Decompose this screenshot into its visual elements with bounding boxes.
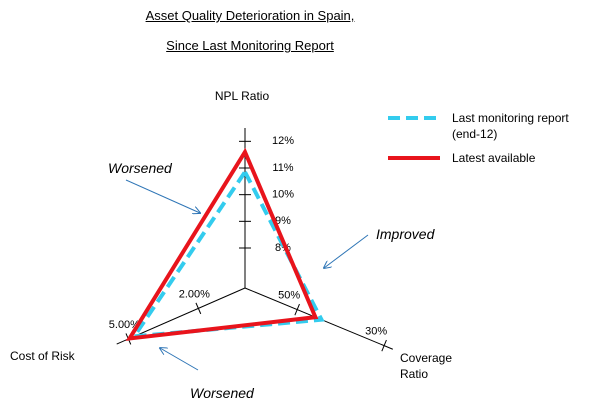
axis-label: Cost of Risk	[10, 349, 75, 363]
axis-label: NPL Ratio	[214, 89, 270, 103]
arrow	[324, 234, 369, 268]
tick-label: 2.00%	[179, 288, 210, 300]
tick-label: 12%	[272, 135, 294, 147]
tick-label: 11%	[272, 162, 293, 174]
arrow	[125, 179, 200, 213]
annotation: Worsened	[108, 160, 172, 176]
tick-label: 5.00%	[109, 319, 140, 331]
chart-title: Since Last Monitoring Report	[166, 38, 334, 53]
tick-mark	[195, 302, 202, 315]
chart-title: Asset Quality Deterioration in Spain,	[145, 8, 355, 23]
annotation: Improved	[376, 226, 435, 242]
legend-label: Latest available	[452, 151, 536, 165]
tick-label: 50%	[278, 290, 300, 302]
tick-mark	[381, 339, 387, 352]
tick-mark	[294, 303, 300, 316]
axis-label: Coverage Ratio	[400, 351, 453, 381]
tick-label: 10%	[272, 189, 294, 201]
tick-label: 30%	[365, 326, 387, 338]
series-polygon	[125, 147, 319, 341]
tick-label: 9%	[275, 215, 291, 227]
arrow	[160, 348, 199, 371]
annotation: Worsened	[190, 385, 254, 401]
legend-label: Last monitoring report (end-12)	[452, 111, 569, 141]
